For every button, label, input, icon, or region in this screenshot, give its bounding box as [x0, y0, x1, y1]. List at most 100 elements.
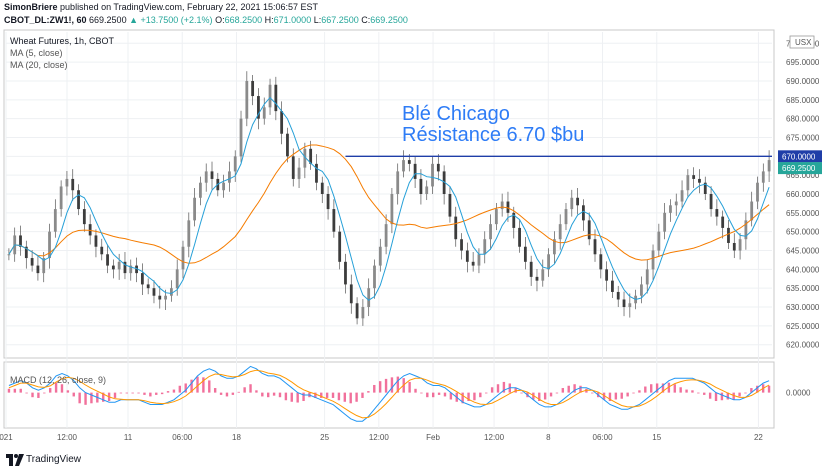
macd-histogram-bar	[202, 377, 205, 393]
signal-line	[8, 369, 770, 419]
candle-body	[541, 269, 545, 281]
candle-body	[500, 201, 504, 210]
candle-body	[489, 224, 492, 240]
candle-body	[117, 261, 121, 270]
footer: TradingView	[0, 450, 827, 472]
macd-histogram-bar	[361, 392, 364, 398]
legend-ma5: MA (5, close)	[10, 48, 63, 58]
macd-histogram-bar	[520, 392, 523, 394]
chart-area[interactable]: 620.0000 625.0000 630.0000 635.0000 640.0000…	[0, 28, 827, 450]
macd-histogram-bar	[302, 392, 305, 402]
macd-histogram-bar	[691, 390, 694, 393]
macd-histogram-bar	[414, 388, 417, 393]
candle-body	[94, 235, 98, 247]
candle-body	[42, 258, 46, 274]
symbol-label: CBOT_DL:ZW1!, 60	[4, 15, 87, 25]
published-text: published on TradingView.com, February 2…	[60, 2, 319, 12]
macd-histogram-bar	[72, 392, 75, 397]
macd-histogram-bar	[102, 392, 105, 402]
macd-histogram-bar	[7, 388, 11, 393]
macd-histogram-bar	[732, 392, 735, 400]
candle-body	[146, 284, 150, 289]
macd-histogram-bar	[608, 392, 612, 402]
candle-body	[24, 246, 28, 259]
macd-histogram-bar	[767, 385, 771, 393]
currency-label: USX	[795, 38, 812, 47]
price-axis[interactable]: 620.0000 625.0000 630.0000 635.0000 640.0000…	[778, 39, 822, 350]
candle-body	[245, 80, 249, 119]
price-tick-label: 685.0000	[786, 96, 820, 105]
macd-histogram-bar	[561, 388, 565, 393]
candle-body	[355, 303, 359, 319]
chart-svg[interactable]: 620.0000 625.0000 630.0000 635.0000 640.0000…	[0, 28, 827, 450]
candle-body	[320, 182, 324, 194]
macd-histogram-bar	[661, 383, 665, 393]
tradingview-brand[interactable]: TradingView	[26, 454, 82, 465]
macd-histogram-bar	[184, 383, 187, 393]
candle-body	[204, 171, 208, 183]
candle-body	[547, 254, 550, 270]
candle-body	[286, 133, 289, 157]
macd-histogram-bar	[449, 392, 453, 400]
candle-body	[692, 175, 696, 179]
macd-histogram-bar	[426, 392, 429, 398]
candle-body	[88, 224, 92, 236]
low-label: L:	[313, 15, 322, 25]
macd-histogram-bar	[697, 392, 700, 394]
candle-body	[669, 205, 672, 213]
macd-histogram-bar	[31, 392, 34, 398]
macd-histogram-bar	[255, 390, 258, 393]
macd-histogram-bar	[166, 391, 170, 393]
candle-body	[210, 171, 214, 179]
macd-histogram-bar	[337, 392, 341, 401]
macd-histogram-bar	[249, 384, 252, 393]
macd-histogram-bar	[131, 392, 134, 394]
macd-histogram-bar	[261, 392, 264, 397]
ohlc-line: CBOT_DL:ZW1!, 60 669.2500 ▲ +13.7500 (+2…	[4, 15, 408, 25]
price-tick-label: 625.0000	[786, 322, 820, 331]
candle-body	[268, 84, 272, 108]
candle-body	[738, 239, 742, 251]
candle-body	[454, 216, 458, 240]
candle-body	[593, 239, 597, 255]
author-name[interactable]: SimonBriere	[4, 2, 58, 12]
macd-histogram-bar	[490, 387, 494, 393]
time-axis[interactable]: 021 12:00 11 06:00 18 25 12:00 Feb 12:00 8 06:00 15…	[0, 433, 763, 442]
price-tick-label: 635.0000	[786, 284, 820, 293]
high-value: 671.0000	[273, 15, 312, 25]
macd-histogram-bar	[225, 392, 229, 397]
macd-histogram-bar	[620, 392, 623, 399]
tradingview-logo-icon[interactable]	[6, 454, 24, 466]
candle-body	[291, 156, 295, 179]
price-tick-label: 640.0000	[786, 265, 820, 274]
candle-body	[106, 254, 109, 266]
macd-histogram-bar	[708, 392, 712, 399]
macd-histogram-bar	[343, 392, 347, 402]
candle-body	[19, 235, 22, 247]
candle-body	[442, 171, 446, 194]
macd-histogram-bar	[237, 391, 240, 393]
annotation-line1: Blé Chicago	[402, 103, 510, 125]
candle-body	[616, 291, 620, 300]
time-tick-label: 8	[546, 433, 551, 442]
macd-histogram-bar	[703, 392, 706, 395]
macd-histogram-bar	[314, 392, 317, 398]
macd-histogram-bar	[431, 392, 435, 398]
macd-histogram-bar	[290, 392, 293, 402]
candle-body	[262, 107, 266, 119]
candle-body	[82, 209, 86, 225]
candle-body	[413, 163, 417, 179]
candle-body	[53, 209, 57, 232]
time-tick-label: 15	[652, 433, 661, 442]
price-tick-label: 665.0000	[786, 171, 820, 180]
candle-body	[187, 220, 191, 247]
candle-body	[431, 163, 434, 187]
macd-histogram-bar	[331, 392, 335, 398]
macd-histogram-bar	[37, 392, 40, 398]
candle-body	[732, 242, 736, 251]
price-tick-label: 660.0000	[786, 190, 820, 199]
macd-histogram-bar	[750, 388, 753, 393]
open-value: 668.2500	[224, 15, 263, 25]
macd-histogram-bar	[231, 392, 235, 395]
currency-badge[interactable]	[789, 35, 815, 49]
